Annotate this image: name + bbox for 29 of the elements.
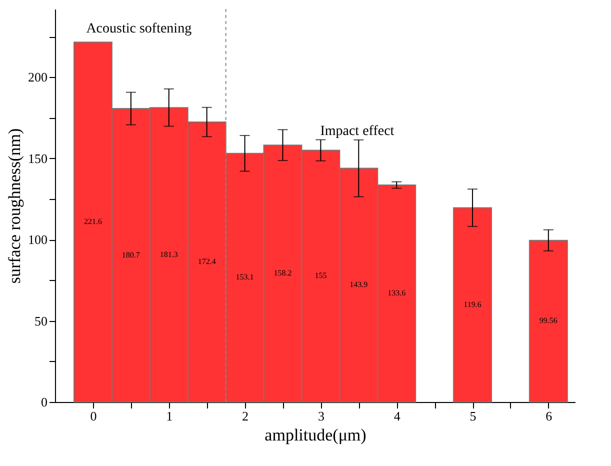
x-tick-label: 0: [90, 408, 97, 424]
data-label: 143.9: [350, 280, 368, 290]
x-tick-label: 4: [394, 408, 401, 424]
data-label: 155: [314, 271, 327, 280]
y-tick-label: 200: [28, 70, 48, 85]
data-label: 119.6: [464, 300, 482, 309]
y-tick-label: 100: [28, 232, 48, 248]
data-label: 172.4: [198, 257, 216, 266]
data-label: 180.7: [122, 250, 140, 260]
y-tick-label: 0: [41, 394, 48, 410]
bar: [528, 240, 568, 402]
data-label: 158.2: [274, 268, 292, 278]
annotation: Impact effect: [320, 124, 394, 139]
y-axis-title: surface roughness(nm): [5, 128, 24, 284]
x-tick-label: 2: [242, 408, 249, 424]
x-tick-label: 3: [318, 408, 324, 424]
y-tick-label: 150: [28, 150, 48, 166]
y-tick-label: 50: [34, 313, 48, 328]
data-label: 181.3: [160, 250, 178, 259]
annotation: Acoustic softening: [86, 22, 192, 37]
data-label: 153.1: [236, 272, 254, 282]
x-axis-title: amplitude(μm): [264, 426, 366, 444]
bar: [453, 207, 492, 402]
data-label: 221.6: [84, 217, 102, 226]
x-tick-label: 6: [546, 408, 553, 424]
data-label: 133.6: [388, 288, 406, 298]
x-tick-label: 5: [470, 408, 476, 424]
x-tick-label: 1: [166, 408, 173, 424]
data-label: 99.56: [539, 316, 558, 326]
